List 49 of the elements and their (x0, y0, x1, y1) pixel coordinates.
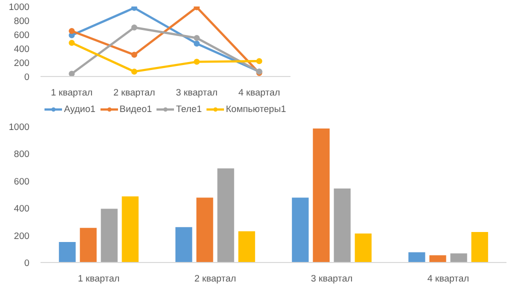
bar (292, 198, 309, 262)
point (131, 24, 138, 30)
y-tick-label: 200 (14, 230, 30, 241)
bar (334, 188, 351, 262)
bar (100, 208, 118, 262)
point (68, 28, 75, 34)
y-tick-label: 600 (14, 176, 30, 186)
legend-label: Теле1 (176, 104, 202, 114)
legend-label: Аудио1 (64, 104, 96, 114)
legend-label: Видео1 (120, 104, 152, 114)
point (194, 40, 200, 47)
bar (471, 232, 488, 262)
y-tick-label: 1000 (8, 122, 30, 132)
point (68, 40, 75, 46)
x-tick-label: 1 квартал (78, 274, 120, 284)
bar (354, 234, 372, 262)
point (131, 52, 138, 58)
bar (408, 252, 426, 262)
bar (58, 242, 76, 262)
bar (217, 168, 234, 262)
bar (175, 227, 192, 262)
y-tick-label: 400 (14, 204, 30, 214)
y-tick-label: 800 (14, 16, 30, 26)
x-tick-label: 1 квартал (50, 88, 93, 98)
y-tick-label: 0 (24, 72, 30, 82)
legend-label: Компьютеры1 (226, 104, 286, 114)
y-tick-label: 600 (14, 30, 30, 40)
point (194, 35, 200, 41)
point (68, 70, 75, 76)
point (256, 58, 262, 64)
x-tick-label: 4 квартал (427, 274, 470, 284)
bar (196, 198, 214, 262)
x-tick-label: 2 квартал (113, 88, 156, 98)
x-tick-label: 4 квартал (238, 88, 280, 98)
point (131, 68, 138, 75)
bar (122, 196, 139, 262)
bar (450, 253, 468, 262)
y-tick-label: 400 (14, 44, 30, 54)
y-tick-label: 200 (14, 58, 30, 68)
bar (312, 128, 330, 262)
point (194, 58, 200, 65)
bar (80, 228, 97, 262)
x-tick-label: 3 квартал (310, 274, 353, 284)
y-tick-label: 1000 (8, 2, 30, 12)
x-tick-label: 3 квартал (176, 88, 218, 98)
y-tick-label: 800 (14, 149, 30, 160)
y-tick-label: 0 (24, 258, 30, 268)
bar (238, 231, 256, 262)
x-tick-label: 2 квартал (194, 274, 236, 284)
